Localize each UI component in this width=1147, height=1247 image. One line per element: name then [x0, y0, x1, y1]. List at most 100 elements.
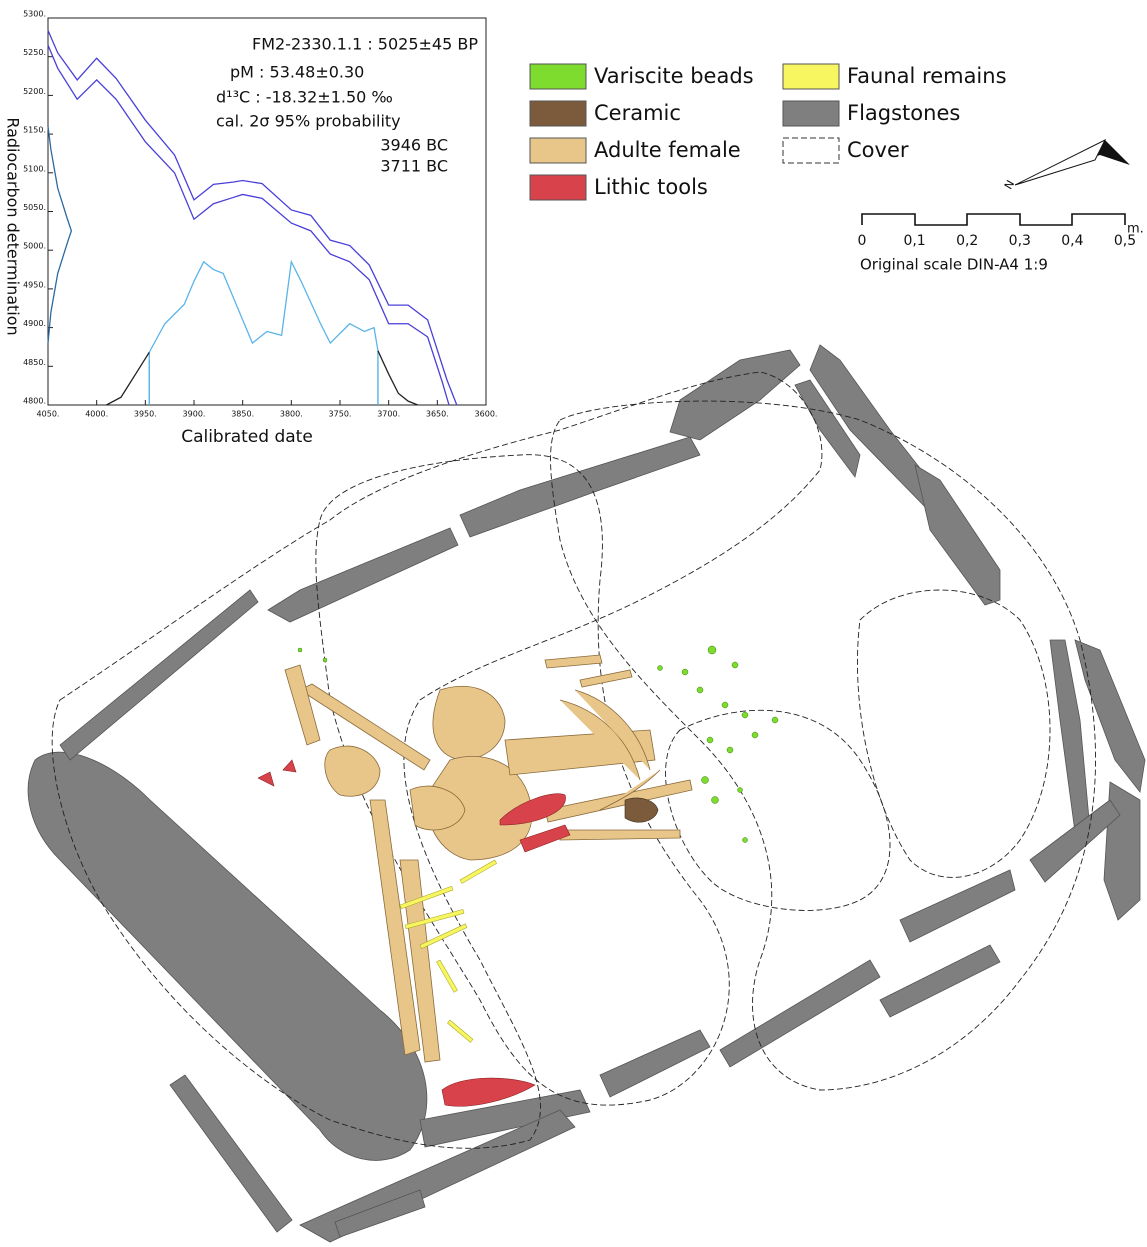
bone-fragment	[545, 655, 602, 668]
pelvis	[433, 686, 505, 760]
north-arrow	[1015, 140, 1105, 185]
y-tick-label: 5100.	[23, 164, 46, 173]
north-label: N	[1002, 178, 1017, 192]
legend-label: Ceramic	[594, 101, 681, 125]
annotation: cal. 2σ 95% probability	[216, 112, 401, 131]
series-line	[149, 262, 378, 405]
cover-outline	[857, 590, 1050, 877]
scale-caption: Original scale DIN-A4 1:9	[860, 256, 1048, 274]
y-tick-label: 5150.	[23, 126, 46, 135]
y-tick-label: 4800.	[23, 397, 46, 406]
scale-unit: m.	[1127, 222, 1144, 237]
femur	[285, 665, 320, 745]
bead	[298, 648, 302, 652]
burial-plan	[28, 345, 1145, 1242]
figure: Variscite beads Ceramic Adulte female Lithi…	[0, 0, 1147, 1247]
bead	[702, 777, 709, 784]
annotation: pM : 53.48±0.30	[230, 63, 364, 82]
legend-swatch	[530, 101, 586, 126]
arm	[545, 780, 692, 822]
y-tick-label: 5050.	[23, 203, 46, 212]
scale-label: 0,2	[956, 233, 978, 249]
legend-swatch	[530, 64, 586, 89]
bead	[752, 732, 758, 738]
legend-label: Variscite beads	[594, 64, 754, 88]
faunal-bone	[420, 924, 467, 949]
y-tick-label: 4850.	[23, 358, 46, 367]
y-tick-label: 5300.	[23, 10, 46, 19]
y-axis-label: Radiocarbon determination	[4, 117, 23, 335]
skull-fragment	[325, 746, 380, 796]
flagstone	[460, 437, 700, 537]
series-line	[378, 351, 418, 405]
y-tick-label: 4900.	[23, 319, 46, 328]
legend-label: Cover	[847, 138, 909, 162]
bone-fragment	[580, 670, 632, 687]
x-tick-label: 3750.	[329, 410, 352, 419]
legend-swatch	[530, 138, 586, 163]
flagstone	[720, 960, 880, 1067]
x-tick-label: 4000.	[85, 410, 108, 419]
bead	[743, 838, 748, 843]
x-tick-label: 3700.	[377, 410, 400, 419]
bead	[707, 737, 713, 743]
y-tick-label: 4950.	[23, 280, 46, 289]
x-tick-label: 3650.	[426, 410, 449, 419]
bead	[658, 666, 663, 671]
flagstone	[915, 465, 1000, 605]
flagstone	[170, 1075, 292, 1232]
scale-label: 0,3	[1009, 233, 1031, 249]
flagstone	[900, 870, 1015, 942]
bead	[727, 747, 733, 753]
scale-label: 0	[858, 233, 867, 249]
scale-bar-line	[862, 214, 1125, 225]
flagstone	[60, 590, 258, 760]
y-tick-label: 5200.	[23, 87, 46, 96]
legend-swatch	[783, 64, 839, 89]
x-tick-label: 3950.	[134, 410, 157, 419]
flagstone	[600, 1030, 710, 1097]
legend: Variscite beads Ceramic Adulte female Lithi…	[530, 64, 1007, 200]
bead	[732, 662, 738, 668]
bead	[712, 797, 719, 804]
cover-outline	[666, 710, 890, 910]
x-tick-label: 3900.	[183, 410, 206, 419]
faunal-bone	[460, 860, 497, 883]
bead	[722, 702, 728, 708]
lithic-tool	[283, 760, 296, 772]
annotation: d¹³C : -18.32±1.50 ‰	[216, 88, 393, 107]
lithic-tool	[258, 772, 274, 786]
flagstone	[268, 528, 458, 622]
x-tick-label: 4050.	[37, 410, 60, 419]
bead	[772, 717, 778, 723]
flagstone	[670, 350, 800, 440]
bead	[682, 669, 688, 675]
ceramic-sherd	[625, 798, 658, 822]
x-tick-label: 3600.	[475, 410, 498, 419]
bead	[742, 712, 748, 718]
bead	[708, 646, 716, 654]
legend-label: Lithic tools	[594, 175, 708, 199]
arm	[560, 830, 680, 840]
faunal-bone	[447, 1020, 473, 1042]
scale-label: 0,1	[903, 233, 925, 249]
legend-label: Flagstones	[847, 101, 960, 125]
flagstone	[880, 945, 1000, 1017]
x-axis-label: Calibrated date	[181, 427, 313, 447]
series-line	[48, 126, 71, 343]
range-label: 3946 BC	[380, 136, 448, 155]
bead	[738, 788, 743, 793]
x-tick-label: 3800.	[280, 410, 303, 419]
legend-swatch	[783, 101, 839, 126]
x-tick-label: 3850.	[231, 410, 254, 419]
legend-label: Faunal remains	[847, 64, 1007, 88]
legend-label: Adulte female	[594, 138, 741, 162]
y-tick-label: 5000.	[23, 242, 46, 251]
series-line	[106, 352, 149, 405]
calibration-chart: 4050. 4000. 3950. 3900. 3850. 3800. 3750. 3700.…	[4, 10, 498, 448]
legend-swatch	[783, 138, 839, 163]
bead	[697, 687, 703, 693]
flagstone	[28, 752, 427, 1160]
legend-swatch	[530, 175, 586, 200]
faunal-bone	[437, 960, 458, 992]
